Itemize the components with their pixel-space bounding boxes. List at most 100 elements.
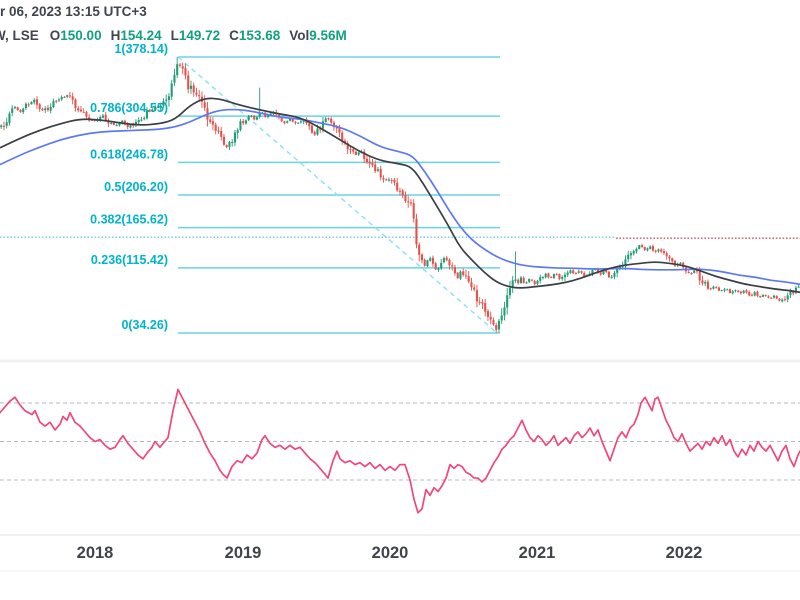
candle-body <box>640 245 643 247</box>
candle-body <box>404 194 407 201</box>
candle-body <box>764 295 767 297</box>
candle-body <box>407 201 410 203</box>
candle-body <box>602 270 605 275</box>
candle-body <box>49 106 52 111</box>
year-axis-label[interactable]: 2018 <box>77 544 114 562</box>
candle-body <box>418 244 421 255</box>
candle-body <box>792 291 795 294</box>
candle-body <box>580 271 583 273</box>
candle-body <box>24 103 27 109</box>
candle-body <box>646 248 649 251</box>
candle-body <box>170 83 173 97</box>
candle-body <box>79 109 82 112</box>
candle-body <box>126 124 129 128</box>
candle-body <box>552 274 555 278</box>
candle-body <box>679 262 682 265</box>
candle-body <box>550 276 553 278</box>
candle-body <box>277 114 280 117</box>
candle-body <box>338 128 341 133</box>
year-axis-label[interactable]: 2019 <box>225 544 262 562</box>
candle-body <box>13 107 16 109</box>
candle-body <box>453 267 456 274</box>
candle-body <box>539 277 542 281</box>
candle-body <box>27 104 30 106</box>
candle-body <box>321 121 324 129</box>
candle-body <box>233 132 236 143</box>
candle-body <box>511 280 514 288</box>
candle-body <box>258 113 261 117</box>
candle-body <box>508 287 511 296</box>
candle-body <box>569 270 572 274</box>
candle-body <box>2 125 5 127</box>
open-value: 150.00 <box>60 27 102 43</box>
candle-body <box>19 109 22 113</box>
candle-body <box>236 130 239 133</box>
trendline <box>177 56 498 334</box>
candle-body <box>503 307 506 316</box>
candle-body <box>728 289 731 294</box>
candle-body <box>712 286 715 289</box>
high-group: H154.24 <box>111 28 162 43</box>
candle-body <box>715 287 718 289</box>
candle-body <box>11 108 14 113</box>
year-axis-label[interactable]: 2021 <box>519 544 556 562</box>
candle-body <box>382 178 385 180</box>
candle-body <box>456 272 459 279</box>
candle-body <box>60 97 63 100</box>
candle-body <box>750 294 753 296</box>
candle-body <box>283 121 286 124</box>
candle-body <box>783 299 786 301</box>
candle-body <box>473 287 476 290</box>
chart-date: r 06, 2023 13:15 UTC+3 <box>0 4 147 19</box>
candle-body <box>574 272 577 274</box>
candle-body <box>415 218 418 245</box>
high-label: H <box>110 27 121 43</box>
candle-body <box>310 125 313 133</box>
candle-body <box>478 301 481 303</box>
ma-slow-line <box>0 108 800 286</box>
candle-body <box>767 296 770 298</box>
candle-body <box>440 262 443 269</box>
low-label: L <box>170 27 179 43</box>
candle-body <box>412 203 415 219</box>
candle-body <box>624 259 627 267</box>
candle-body <box>371 162 374 166</box>
candle-body <box>720 290 723 292</box>
candle-body <box>294 121 297 123</box>
year-axis-label[interactable]: 2022 <box>666 544 703 562</box>
candle-body <box>442 258 445 263</box>
fib-level-label: 0.786(304.55) <box>90 101 168 115</box>
candle-body <box>467 276 470 282</box>
candle-body <box>57 99 60 101</box>
candle-body <box>239 121 242 130</box>
candle-body <box>429 258 432 261</box>
candle-body <box>470 282 473 288</box>
open-group: O150.00 <box>50 28 102 43</box>
candle-body <box>363 151 366 160</box>
candle-body <box>332 122 335 128</box>
candle-body <box>253 115 256 120</box>
candle-body <box>220 130 223 137</box>
candle-body <box>299 121 302 123</box>
candle-body <box>393 179 396 183</box>
candle-body <box>313 131 316 135</box>
candle-body <box>541 276 544 278</box>
candle-body <box>324 118 327 122</box>
candle-body <box>33 99 36 103</box>
candle-body <box>77 108 80 111</box>
candle-body <box>742 290 745 293</box>
candle-body <box>434 263 437 270</box>
candle-body <box>132 124 135 126</box>
candle-body <box>596 268 599 273</box>
candle-body <box>522 277 525 283</box>
candle-body <box>184 68 187 76</box>
year-axis-label[interactable]: 2020 <box>372 544 409 562</box>
candle-body <box>533 281 536 285</box>
candle-body <box>93 120 96 122</box>
candle-body <box>481 302 484 304</box>
candle-body <box>379 168 382 178</box>
candle-body <box>426 260 429 267</box>
candle-body <box>16 107 19 111</box>
candle-body <box>756 291 759 296</box>
